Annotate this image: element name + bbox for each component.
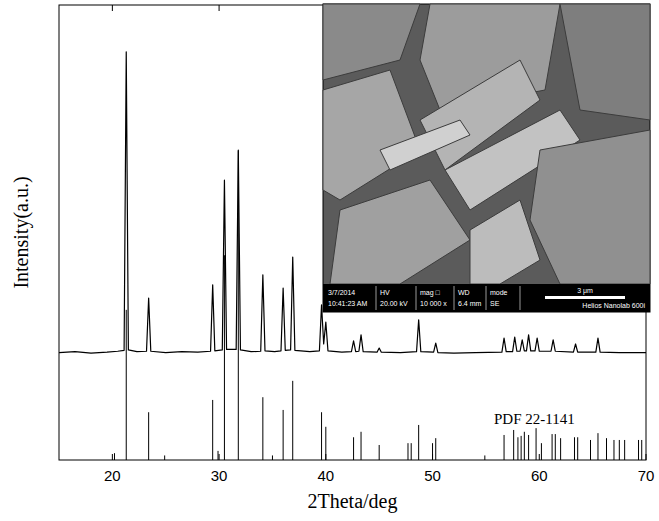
- reference-stick: [164, 455, 165, 460]
- info-value: 10 000 x: [420, 300, 447, 307]
- crystal: [380, 120, 470, 170]
- info-value: 6.4 mm: [458, 300, 482, 307]
- reference-stick: [292, 381, 293, 460]
- crystal: [323, 4, 420, 80]
- reference-label: PDF 22-1141: [494, 411, 575, 427]
- reference-stick: [379, 445, 380, 460]
- x-tick-label: 50: [424, 467, 441, 484]
- reference-stick: [536, 428, 537, 460]
- info-divider: [520, 286, 521, 310]
- info-divider: [376, 286, 377, 310]
- reference-stick: [484, 455, 485, 460]
- info-label: WD: [458, 289, 470, 296]
- instrument-label: Helios Nanolab 600i: [582, 302, 645, 309]
- reference-stick: [590, 440, 591, 460]
- crystal: [323, 70, 420, 200]
- crystal: [530, 130, 650, 284]
- scale-bar-label: 3 μm: [577, 287, 593, 295]
- crystal: [470, 200, 540, 284]
- reference-stick: [114, 453, 115, 460]
- x-tick: [219, 454, 220, 460]
- sem-background: [323, 4, 650, 312]
- reference-stick: [555, 434, 556, 460]
- reference-stick: [638, 440, 639, 460]
- info-divider: [454, 286, 455, 310]
- reference-stick: [574, 437, 575, 460]
- crystal: [560, 4, 650, 120]
- x-tick: [112, 454, 113, 460]
- x-tick-top: [219, 5, 220, 11]
- info-label: mode: [490, 289, 508, 296]
- reference-stick: [411, 443, 412, 460]
- reference-stick: [513, 430, 514, 460]
- reference-stick: [624, 440, 625, 460]
- reference-stick: [218, 451, 219, 460]
- reference-stick: [606, 438, 607, 460]
- reference-stick: [641, 440, 642, 460]
- reference-stick: [126, 310, 127, 460]
- info-divider: [486, 286, 487, 310]
- info-value: SE: [490, 300, 500, 307]
- reference-stick: [597, 433, 598, 460]
- reference-stick: [283, 410, 284, 460]
- x-axis-title: 2Theta/deg: [308, 490, 398, 513]
- sem-inset: 3/7/2014 10:41:23 AM HV 20.00 kV mag □ 10 000…: [323, 4, 650, 312]
- reference-stick: [212, 400, 213, 460]
- chart: 20 30 40 50 60 70 PDF 22-1141 2Theta/deg Intensi…: [0, 0, 659, 521]
- scale-bar: [545, 296, 625, 299]
- reference-stick: [353, 437, 354, 460]
- reference-stick: [361, 432, 362, 460]
- x-tick: [646, 454, 647, 460]
- reference-stick: [521, 436, 522, 460]
- reference-stick: [262, 397, 263, 460]
- x-tick-label: 30: [211, 467, 228, 484]
- x-tick-top: [112, 5, 113, 11]
- info-date: 3/7/2014: [328, 289, 355, 296]
- info-time: 10:41:23 AM: [328, 300, 367, 307]
- reference-stick: [613, 440, 614, 460]
- reference-stick: [619, 440, 620, 460]
- reference-stick: [148, 412, 149, 460]
- y-axis-title: Intensity(a.u.): [10, 176, 33, 288]
- info-bar: [323, 284, 650, 312]
- reference-stick: [272, 455, 273, 460]
- reference-stick: [435, 438, 436, 460]
- info-label: mag □: [420, 289, 441, 297]
- reference-stick: [524, 432, 525, 460]
- crystal: [330, 180, 470, 284]
- reference-stick: [577, 437, 578, 460]
- reference-stick: [407, 443, 408, 460]
- reference-stick: [552, 434, 553, 460]
- reference-stick: [517, 437, 518, 460]
- info-label: HV: [380, 289, 390, 296]
- x-tick-label: 20: [104, 467, 121, 484]
- x-tick-label: 40: [317, 467, 334, 484]
- info-divider: [416, 286, 417, 310]
- reference-stick: [418, 425, 419, 460]
- reference-stick: [541, 443, 542, 460]
- x-tick: [539, 454, 540, 460]
- reference-stick: [238, 151, 239, 460]
- reference-stick: [504, 435, 505, 460]
- reference-stick: [321, 412, 322, 460]
- reference-stick: [325, 427, 326, 460]
- reference-stick: [560, 438, 561, 460]
- x-tick-label: 70: [638, 467, 655, 484]
- reference-stick: [432, 443, 433, 460]
- info-value: 20.00 kV: [380, 300, 408, 307]
- x-tick-label: 60: [531, 467, 548, 484]
- reference-stick: [224, 255, 225, 460]
- reference-stick: [528, 435, 529, 460]
